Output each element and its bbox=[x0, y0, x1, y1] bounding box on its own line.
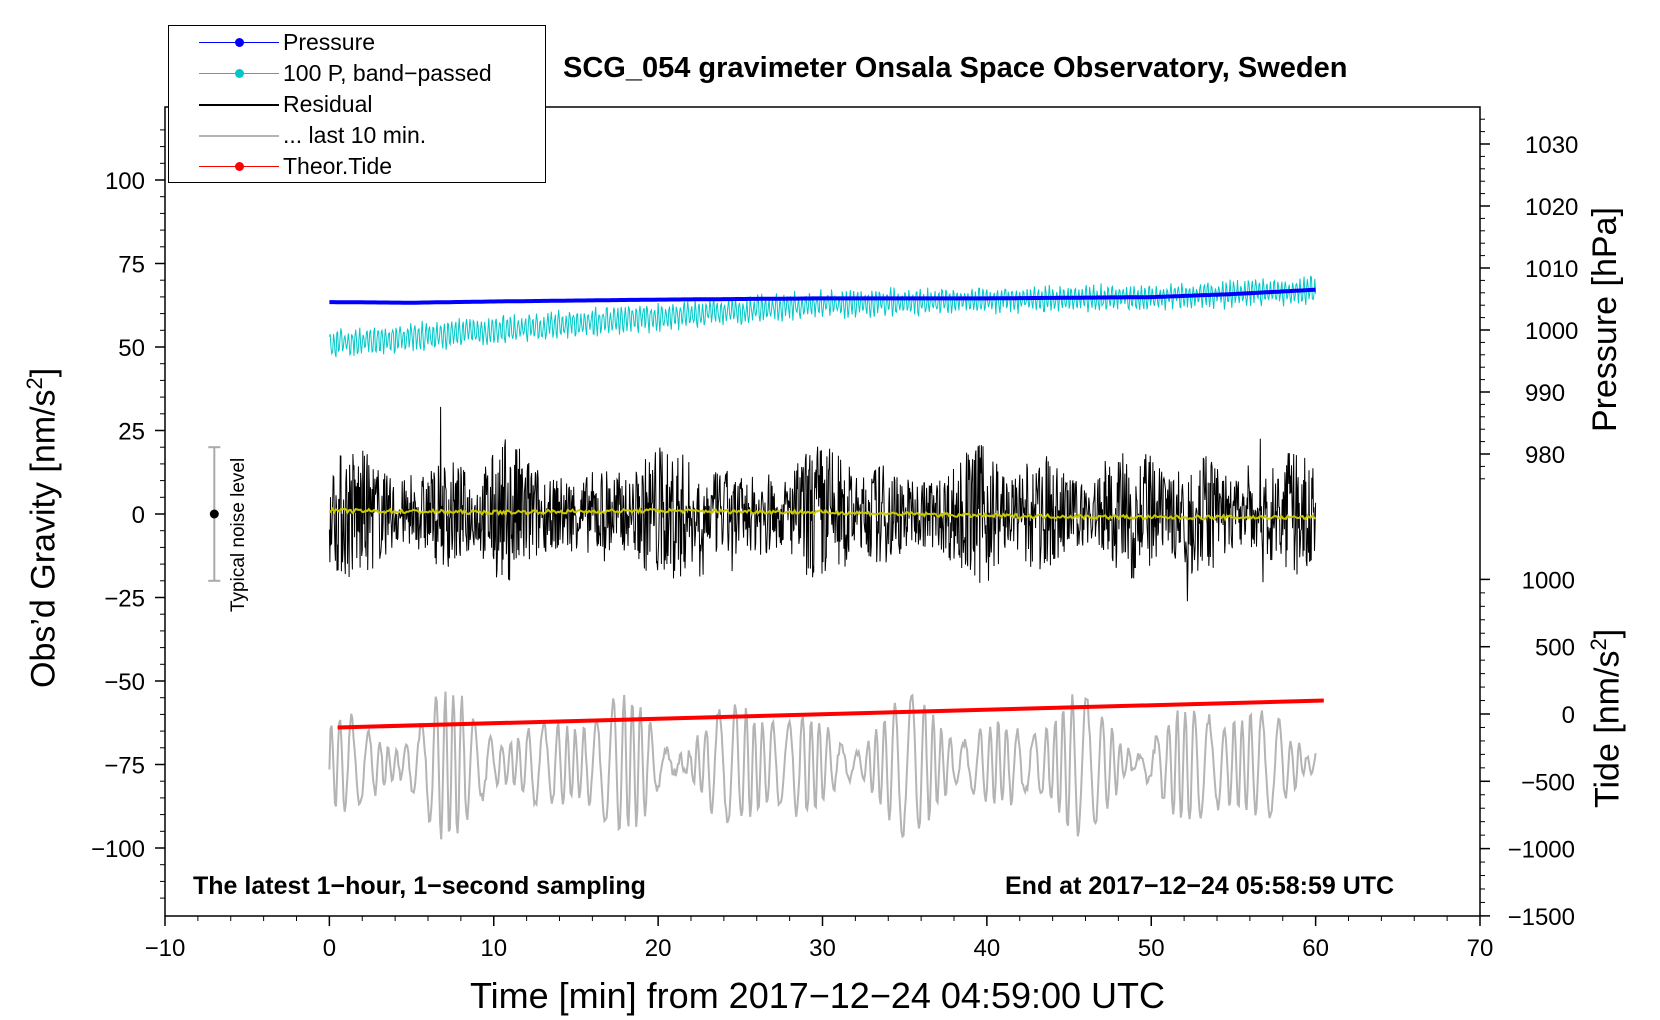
left-y-tick-label: 50 bbox=[118, 335, 145, 362]
left-y-tick-label: −75 bbox=[104, 753, 145, 780]
x-tick-label: 10 bbox=[480, 935, 507, 962]
x-tick-label: 60 bbox=[1302, 935, 1329, 962]
tide-tick-label: 0 bbox=[1562, 702, 1575, 729]
legend-label-band-passed: 100 P, band−passed bbox=[283, 60, 492, 86]
legend-label-theor-tide: Theor.Tide bbox=[283, 153, 393, 179]
legend-item-band-passed: 100 P, band−passed bbox=[169, 59, 545, 89]
legend-item-last-10-min: ... last 10 min. bbox=[169, 121, 545, 151]
x-tick-label: 20 bbox=[645, 935, 672, 962]
legend-marker-theor-tide bbox=[235, 162, 244, 171]
left-y-tick-label: −50 bbox=[104, 669, 145, 696]
tide-tick-label: 500 bbox=[1535, 635, 1575, 662]
noise-level-label: Typical noise level bbox=[228, 457, 249, 612]
left-axis-label: Obs’d Gravity [nm/s2] bbox=[22, 367, 63, 688]
legend-line-last-10-min bbox=[199, 135, 279, 137]
end-time-note: End at 2017−12−24 05:58:59 UTC bbox=[1005, 872, 1395, 900]
legend: Pressure 100 P, band−passed Residual ...… bbox=[168, 25, 546, 183]
series-residual bbox=[328, 406, 1317, 602]
series-pressure bbox=[329, 287, 1316, 305]
series-band-passed bbox=[328, 275, 1317, 358]
legend-marker-band-passed bbox=[235, 69, 244, 78]
legend-item-theor-tide: Theor.Tide bbox=[169, 152, 545, 182]
x-tick-label: 50 bbox=[1138, 935, 1165, 962]
left-y-tick-label: −100 bbox=[91, 836, 145, 863]
legend-marker-pressure bbox=[235, 38, 244, 47]
tide-tick-label: −1000 bbox=[1508, 837, 1575, 864]
x-tick-label: 30 bbox=[809, 935, 836, 962]
noise-bar-center bbox=[209, 509, 219, 519]
legend-line-residual bbox=[199, 104, 279, 106]
tide-axis-label: Tide [nm/s2] bbox=[1586, 628, 1627, 808]
left-y-tick-label: 100 bbox=[105, 168, 145, 195]
legend-label-pressure: Pressure bbox=[283, 29, 376, 55]
series-last-10-min bbox=[328, 691, 1317, 840]
left-y-tick-label: −25 bbox=[104, 586, 145, 613]
chart-title: SCG_054 gravimeter Onsala Space Observat… bbox=[563, 52, 1348, 84]
series-residual-mean bbox=[328, 506, 1317, 522]
pressure-tick-label: 990 bbox=[1525, 380, 1565, 407]
series-theor-tide bbox=[337, 698, 1324, 730]
x-tick-label: 40 bbox=[974, 935, 1001, 962]
sampling-note: The latest 1−hour, 1−second sampling bbox=[193, 872, 646, 900]
legend-label-last-10-min: ... last 10 min. bbox=[283, 122, 427, 148]
tide-tick-label: −1500 bbox=[1508, 904, 1575, 931]
pressure-tick-label: 1010 bbox=[1525, 256, 1578, 283]
pressure-tick-label: 980 bbox=[1525, 442, 1565, 469]
left-y-tick-label: 0 bbox=[132, 502, 145, 529]
legend-item-residual: Residual bbox=[169, 90, 545, 120]
pressure-tick-label: 1000 bbox=[1525, 318, 1578, 345]
x-axis-label: Time [min] from 2017−12−24 04:59:00 UTC bbox=[470, 975, 1166, 1016]
x-tick-label: 70 bbox=[1467, 935, 1494, 962]
left-y-tick-label: 75 bbox=[118, 252, 145, 279]
legend-item-pressure: Pressure bbox=[169, 28, 545, 58]
legend-label-residual: Residual bbox=[283, 91, 373, 117]
pressure-tick-label: 1030 bbox=[1525, 132, 1578, 159]
tide-tick-label: −500 bbox=[1521, 769, 1575, 796]
x-tick-label: −10 bbox=[145, 935, 186, 962]
x-tick-label: 0 bbox=[323, 935, 336, 962]
pressure-axis-label: Pressure [hPa] bbox=[1586, 207, 1624, 432]
pressure-tick-label: 1020 bbox=[1525, 194, 1578, 221]
left-y-tick-label: 25 bbox=[118, 419, 145, 446]
tide-tick-label: 1000 bbox=[1522, 567, 1575, 594]
